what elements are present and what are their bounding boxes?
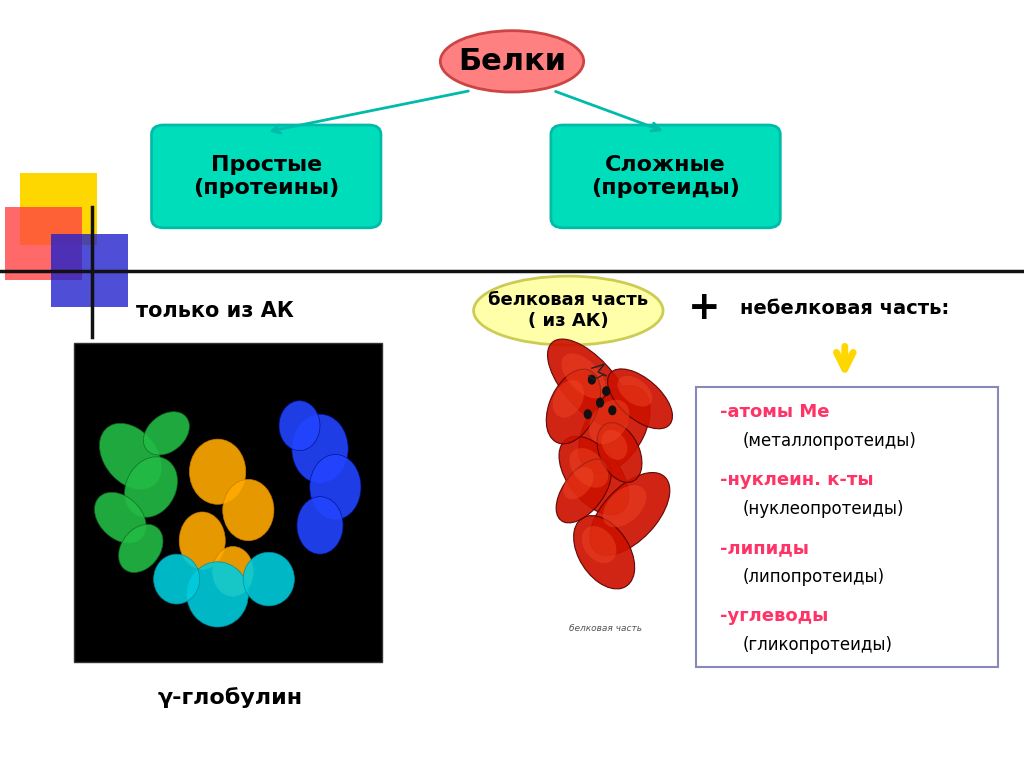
Ellipse shape [213, 546, 253, 597]
Ellipse shape [279, 401, 319, 451]
FancyBboxPatch shape [696, 387, 998, 667]
Ellipse shape [608, 405, 616, 416]
Text: белковая часть: белковая часть [568, 624, 642, 633]
Ellipse shape [597, 423, 642, 482]
Ellipse shape [292, 414, 348, 483]
Ellipse shape [473, 276, 664, 345]
Ellipse shape [573, 515, 635, 589]
Ellipse shape [589, 400, 630, 444]
Ellipse shape [617, 376, 652, 407]
Text: -атомы Ме: -атомы Ме [720, 403, 829, 420]
Ellipse shape [297, 497, 343, 554]
Ellipse shape [309, 454, 360, 520]
Ellipse shape [145, 410, 187, 456]
Ellipse shape [189, 439, 246, 505]
Ellipse shape [607, 369, 673, 429]
Ellipse shape [590, 472, 670, 555]
Ellipse shape [222, 479, 273, 541]
Text: -нуклеин. к-ты: -нуклеин. к-ты [720, 471, 873, 489]
FancyBboxPatch shape [551, 125, 780, 228]
Text: γ-глобулин: γ-глобулин [158, 687, 303, 709]
Ellipse shape [569, 448, 608, 488]
Ellipse shape [179, 512, 225, 569]
Ellipse shape [559, 436, 629, 515]
Ellipse shape [186, 561, 248, 627]
Ellipse shape [243, 552, 295, 606]
Ellipse shape [440, 31, 584, 92]
Text: -липиды: -липиды [720, 538, 809, 557]
Ellipse shape [596, 397, 604, 408]
Text: (металлопротеиды): (металлопротеиды) [742, 432, 916, 449]
Text: только из АК: только из АК [136, 301, 294, 321]
FancyBboxPatch shape [152, 125, 381, 228]
Ellipse shape [602, 387, 610, 396]
Ellipse shape [102, 422, 159, 491]
Ellipse shape [154, 554, 200, 604]
Text: Сложные
(протеиды): Сложные (протеиды) [591, 155, 740, 198]
Ellipse shape [584, 410, 592, 419]
Text: (гликопротеиды): (гликопротеиды) [742, 636, 892, 654]
Ellipse shape [123, 458, 179, 516]
Bar [20, 173, 97, 245]
Text: +: + [688, 289, 721, 328]
Text: Белки: Белки [458, 47, 566, 76]
Text: Простые
(протеины): Простые (протеины) [194, 155, 339, 198]
Text: белковая часть
( из АК): белковая часть ( из АК) [488, 291, 648, 330]
Text: -углеводы: -углеводы [720, 607, 828, 625]
Ellipse shape [588, 374, 596, 385]
Bar [5, 207, 82, 280]
Bar [51, 234, 128, 307]
Ellipse shape [553, 380, 584, 417]
Text: (нуклеопротеиды): (нуклеопротеиды) [742, 500, 904, 518]
Ellipse shape [95, 492, 145, 544]
Ellipse shape [119, 525, 163, 572]
Ellipse shape [546, 369, 601, 444]
Ellipse shape [601, 430, 628, 460]
Ellipse shape [563, 467, 594, 499]
Ellipse shape [579, 386, 650, 473]
FancyBboxPatch shape [74, 343, 382, 662]
Ellipse shape [548, 339, 630, 428]
Ellipse shape [556, 459, 611, 523]
Text: небелковая часть:: небелковая часть: [740, 299, 949, 318]
Ellipse shape [561, 354, 606, 398]
Ellipse shape [582, 526, 616, 563]
Text: (липопротеиды): (липопротеиды) [742, 568, 885, 586]
Ellipse shape [603, 486, 646, 527]
